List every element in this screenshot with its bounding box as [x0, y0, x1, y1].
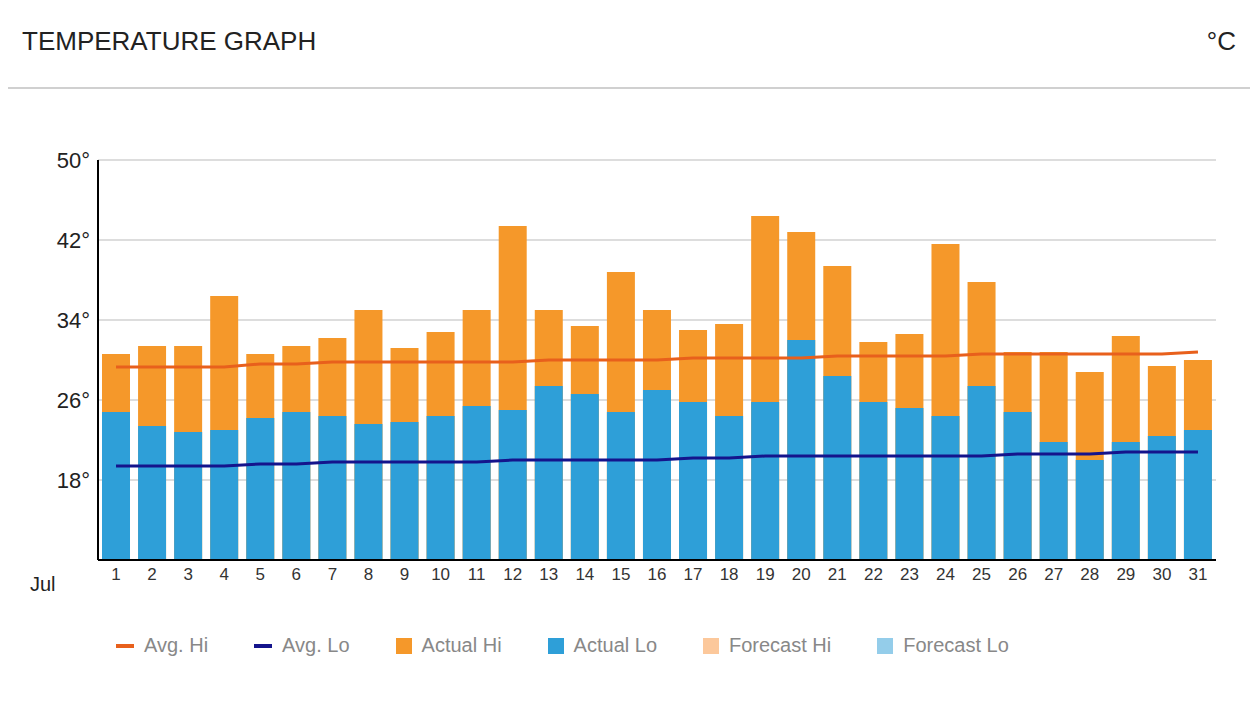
- svg-text:11: 11: [468, 565, 486, 584]
- svg-text:42°: 42°: [57, 228, 90, 253]
- svg-text:10: 10: [431, 565, 450, 584]
- html-text:Forecast Hi: Forecast Hi: [729, 634, 832, 656]
- svg-text:9: 9: [400, 565, 409, 584]
- svg-text:28: 28: [1080, 565, 1099, 584]
- svg-text:29: 29: [1116, 565, 1135, 584]
- svg-text:15: 15: [611, 565, 630, 584]
- svg-text:5: 5: [256, 565, 265, 584]
- svg-text:6: 6: [292, 565, 301, 584]
- svg-text:18: 18: [720, 565, 739, 584]
- svg-text:18°: 18°: [57, 468, 90, 493]
- svg-text:31: 31: [1189, 565, 1208, 584]
- svg-text:3: 3: [183, 565, 192, 584]
- svg-text:20: 20: [792, 565, 811, 584]
- html-text:Jul: Jul: [30, 573, 56, 595]
- svg-text:7: 7: [328, 565, 337, 584]
- svg-text:13: 13: [539, 565, 558, 584]
- svg-text:1: 1: [111, 565, 120, 584]
- svg-text:21: 21: [828, 565, 847, 584]
- html-text:Forecast Lo: Forecast Lo: [903, 634, 1009, 656]
- svg-text:16: 16: [648, 565, 667, 584]
- svg-text:30: 30: [1152, 565, 1171, 584]
- html-text:Actual Lo: Actual Lo: [573, 634, 657, 656]
- svg-text:17: 17: [684, 565, 703, 584]
- html-text:Avg. Hi: Avg. Hi: [144, 634, 209, 656]
- html-text:°C: °C: [1206, 26, 1236, 56]
- svg-text:19: 19: [756, 565, 775, 584]
- svg-text:8: 8: [364, 565, 373, 584]
- html-text:TEMPERATURE GRAPH: TEMPERATURE GRAPH: [22, 26, 317, 56]
- svg-text:26°: 26°: [57, 388, 90, 413]
- html-text:Actual Hi: Actual Hi: [421, 634, 502, 656]
- svg-text:34°: 34°: [57, 308, 90, 333]
- svg-text:25: 25: [972, 565, 991, 584]
- svg-text:22: 22: [864, 565, 883, 584]
- svg-text:50°: 50°: [57, 148, 90, 173]
- svg-text:12: 12: [503, 565, 522, 584]
- svg-text:26: 26: [1008, 565, 1027, 584]
- html-text:Avg. Lo: Avg. Lo: [282, 634, 350, 656]
- svg-text:23: 23: [900, 565, 919, 584]
- svg-text:4: 4: [219, 565, 228, 584]
- svg-text:24: 24: [936, 565, 955, 584]
- svg-text:2: 2: [147, 565, 156, 584]
- svg-text:27: 27: [1044, 565, 1063, 584]
- svg-text:14: 14: [575, 565, 594, 584]
